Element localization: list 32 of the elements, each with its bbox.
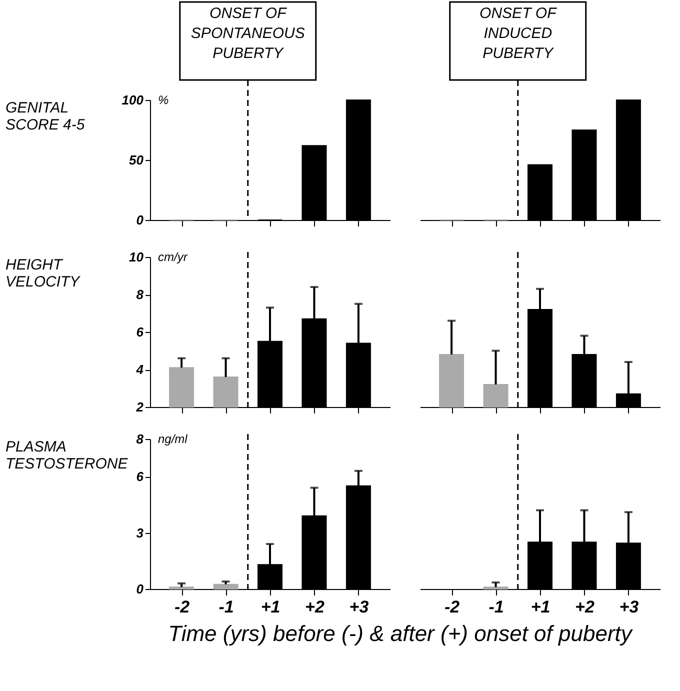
- y-tick-label: 3: [136, 525, 144, 540]
- y-tick-label: 6: [136, 469, 144, 484]
- text: ONSET OF INDUCED PUBERTY: [480, 5, 558, 62]
- y-tick-label: 100: [122, 92, 144, 108]
- annotation: cm/yr: [158, 250, 188, 264]
- bar: [213, 584, 238, 590]
- y-axis-title: GENITAL SCORE 4-5: [6, 100, 86, 134]
- annotation: ng/ml: [158, 432, 188, 446]
- y-tick-label: 0: [136, 212, 144, 228]
- y-tick-label: 2: [135, 400, 144, 414]
- y-axis-title: PLASMA TESTOSTERONE: [6, 438, 129, 472]
- x-tick-label: +1: [260, 598, 280, 616]
- text: ONSET OF SPONTANEOUS PUBERTY: [190, 5, 305, 62]
- x-tick-label: -1: [218, 598, 234, 616]
- annotation: %: [158, 93, 169, 107]
- y-tick-label: 10: [129, 250, 144, 264]
- x-tick-label: -2: [174, 598, 190, 616]
- x-axis-title: Time (yrs) before (-) & after (+) onset of puberty: [167, 621, 634, 647]
- y-tick-label: 6: [136, 324, 144, 340]
- y-tick-label: 8: [136, 432, 144, 446]
- x-tick-label: -1: [488, 598, 504, 616]
- y-tick-label: 50: [129, 152, 144, 168]
- y-axis-title: HEIGHT VELOCITY: [6, 256, 81, 290]
- y-tick-label: 4: [135, 362, 144, 377]
- x-tick-label: +2: [575, 598, 595, 616]
- x-tick-label: +1: [530, 598, 550, 616]
- x-tick-label: +2: [305, 598, 325, 616]
- y-tick-label: 0: [136, 582, 144, 596]
- y-tick-label: 8: [136, 287, 144, 302]
- x-tick-label: +3: [349, 598, 370, 616]
- x-tick-label: -2: [444, 598, 460, 616]
- x-tick-label: +3: [619, 598, 640, 616]
